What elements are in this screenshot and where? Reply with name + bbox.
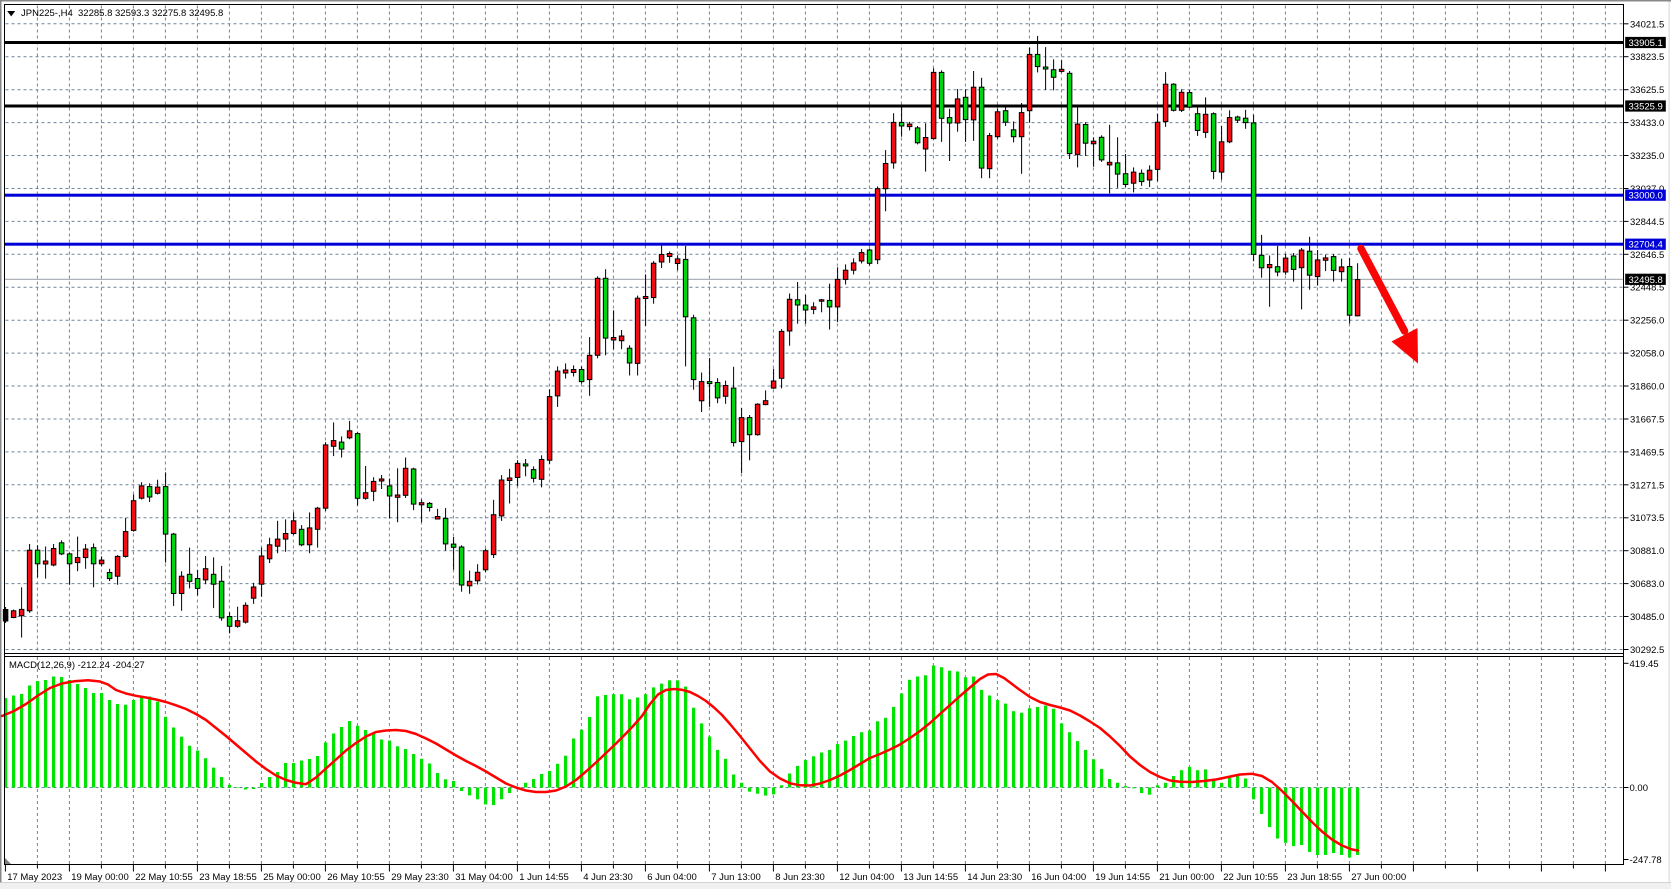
svg-text:33000.0: 33000.0: [1629, 191, 1663, 202]
svg-text:22 May 10:55: 22 May 10:55: [135, 872, 193, 883]
svg-text:23 Jun 18:55: 23 Jun 18:55: [1287, 872, 1342, 883]
svg-text:19 May 00:00: 19 May 00:00: [71, 872, 129, 883]
svg-text:33433.0: 33433.0: [1630, 118, 1664, 129]
svg-text:32058.0: 32058.0: [1630, 349, 1664, 360]
svg-text:25 May 00:00: 25 May 00:00: [263, 872, 321, 883]
svg-text:30683.0: 30683.0: [1630, 579, 1664, 590]
svg-text:33037.0: 33037.0: [1630, 184, 1664, 195]
svg-text:31860.0: 31860.0: [1630, 382, 1664, 393]
svg-text:31 May 04:00: 31 May 04:00: [455, 872, 513, 883]
svg-text:13 Jun 14:55: 13 Jun 14:55: [903, 872, 958, 883]
svg-text:419.45: 419.45: [1630, 659, 1659, 670]
svg-text:6 Jun 04:00: 6 Jun 04:00: [647, 872, 697, 883]
svg-text:31073.5: 31073.5: [1630, 513, 1664, 524]
svg-text:32704.4: 32704.4: [1629, 240, 1663, 251]
svg-text:26 May 10:55: 26 May 10:55: [327, 872, 385, 883]
svg-text:30881.0: 30881.0: [1630, 546, 1664, 557]
svg-text:31469.5: 31469.5: [1630, 447, 1664, 458]
svg-text:22 Jun 10:55: 22 Jun 10:55: [1223, 872, 1278, 883]
svg-text:32646.5: 32646.5: [1630, 250, 1664, 261]
svg-text:30292.5: 30292.5: [1630, 645, 1664, 656]
svg-text:33823.5: 33823.5: [1630, 52, 1664, 63]
svg-text:27 Jun 00:00: 27 Jun 00:00: [1351, 872, 1406, 883]
svg-text:16 Jun 04:00: 16 Jun 04:00: [1031, 872, 1086, 883]
svg-text:7 Jun 13:00: 7 Jun 13:00: [711, 872, 761, 883]
svg-text:12 Jun 04:00: 12 Jun 04:00: [839, 872, 894, 883]
svg-text:MACD(12,26,9) -212.24 -204.27: MACD(12,26,9) -212.24 -204.27: [9, 660, 145, 671]
svg-text:33625.5: 33625.5: [1630, 85, 1664, 96]
svg-text:1 Jun 14:55: 1 Jun 14:55: [519, 872, 569, 883]
svg-text:32448.5: 32448.5: [1630, 283, 1664, 294]
svg-text:14 Jun 23:30: 14 Jun 23:30: [967, 872, 1022, 883]
svg-text:32256.0: 32256.0: [1630, 316, 1664, 327]
svg-text:17 May 2023: 17 May 2023: [7, 872, 62, 883]
svg-text:23 May 18:55: 23 May 18:55: [199, 872, 257, 883]
svg-text:4 Jun 23:30: 4 Jun 23:30: [583, 872, 633, 883]
svg-text:31667.5: 31667.5: [1630, 415, 1664, 426]
svg-text:33905.1: 33905.1: [1629, 38, 1663, 49]
svg-text:33235.0: 33235.0: [1630, 151, 1664, 162]
svg-text:-247.78: -247.78: [1630, 855, 1662, 866]
svg-text:0.00: 0.00: [1630, 783, 1649, 794]
svg-text:33525.9: 33525.9: [1629, 102, 1663, 113]
svg-text:JPN225-,H4 32285.8 32593.3 32: JPN225-,H4 32285.8 32593.3 32275.8 32495…: [21, 8, 223, 19]
svg-text:29 May 23:30: 29 May 23:30: [391, 872, 449, 883]
svg-text:19 Jun 14:55: 19 Jun 14:55: [1095, 872, 1150, 883]
svg-text:32844.5: 32844.5: [1630, 217, 1664, 228]
svg-text:31271.5: 31271.5: [1630, 480, 1664, 491]
svg-text:32495.8: 32495.8: [1629, 275, 1663, 286]
svg-text:8 Jun 23:30: 8 Jun 23:30: [775, 872, 825, 883]
svg-text:21 Jun 00:00: 21 Jun 00:00: [1159, 872, 1214, 883]
svg-text:34021.5: 34021.5: [1630, 19, 1664, 30]
svg-text:30485.0: 30485.0: [1630, 612, 1664, 623]
